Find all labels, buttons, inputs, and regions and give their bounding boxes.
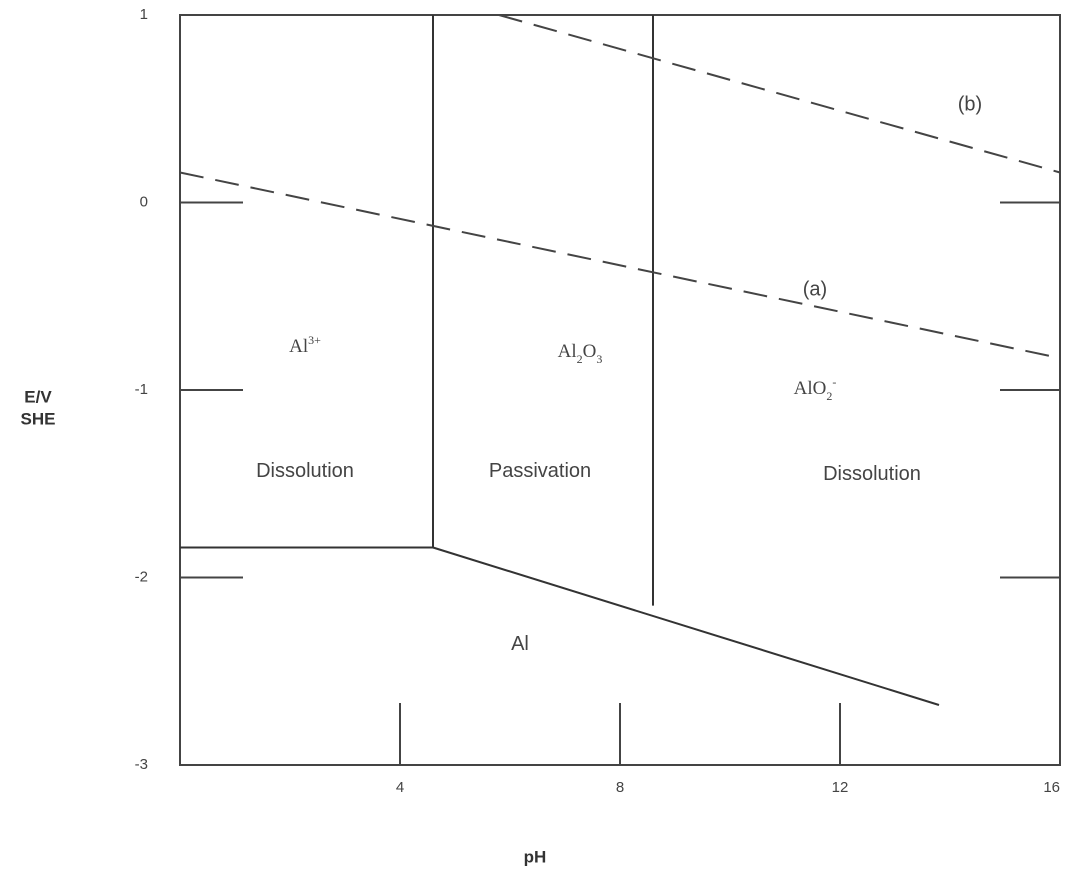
- region-label: AlO2-: [794, 375, 837, 403]
- region-label: Dissolution: [823, 463, 921, 485]
- region-label: Al3+: [289, 333, 321, 358]
- chart: pH E/V SHE -3-2-101481216(a)(b)Al3+Al2O3…: [0, 0, 1065, 874]
- x-tick-label: 4: [396, 779, 404, 796]
- x-axis-label: pH: [524, 847, 547, 866]
- y-tick-label: -2: [135, 568, 148, 585]
- label-part: Dissolution: [823, 463, 921, 485]
- boundary-line: [433, 548, 939, 706]
- region-label: Al: [511, 633, 529, 655]
- region-label: Al2O3: [558, 341, 603, 365]
- label-part: 3+: [308, 333, 321, 347]
- line-label: (b): [958, 93, 982, 115]
- label-part: AlO: [794, 378, 827, 399]
- y-tick-label: -1: [135, 381, 148, 398]
- y-tick-label: -3: [135, 756, 148, 773]
- label-part: -: [832, 375, 836, 389]
- region-label: Passivation: [489, 460, 591, 482]
- y-tick-label: 1: [140, 6, 148, 23]
- line-label: (a): [803, 278, 827, 300]
- region-label: Dissolution: [256, 460, 354, 482]
- label-part: Al: [558, 341, 577, 362]
- y-tick-label: 0: [140, 193, 148, 210]
- x-tick-label: 12: [832, 779, 849, 796]
- label-part: 2: [826, 389, 832, 403]
- plot-frame: [180, 15, 1060, 765]
- label-part: 3: [596, 352, 602, 366]
- label-part: O: [583, 341, 597, 362]
- label-part: Dissolution: [256, 460, 354, 482]
- y-axis-label: SHE: [21, 409, 56, 428]
- dashed-boundary: [180, 173, 1060, 359]
- y-axis-label: E/V: [24, 387, 52, 406]
- x-tick-label: 8: [616, 779, 624, 796]
- label-part: Al: [289, 336, 308, 357]
- label-part: Passivation: [489, 460, 591, 482]
- label-part: Al: [511, 633, 529, 655]
- x-tick-label: 16: [1043, 779, 1060, 796]
